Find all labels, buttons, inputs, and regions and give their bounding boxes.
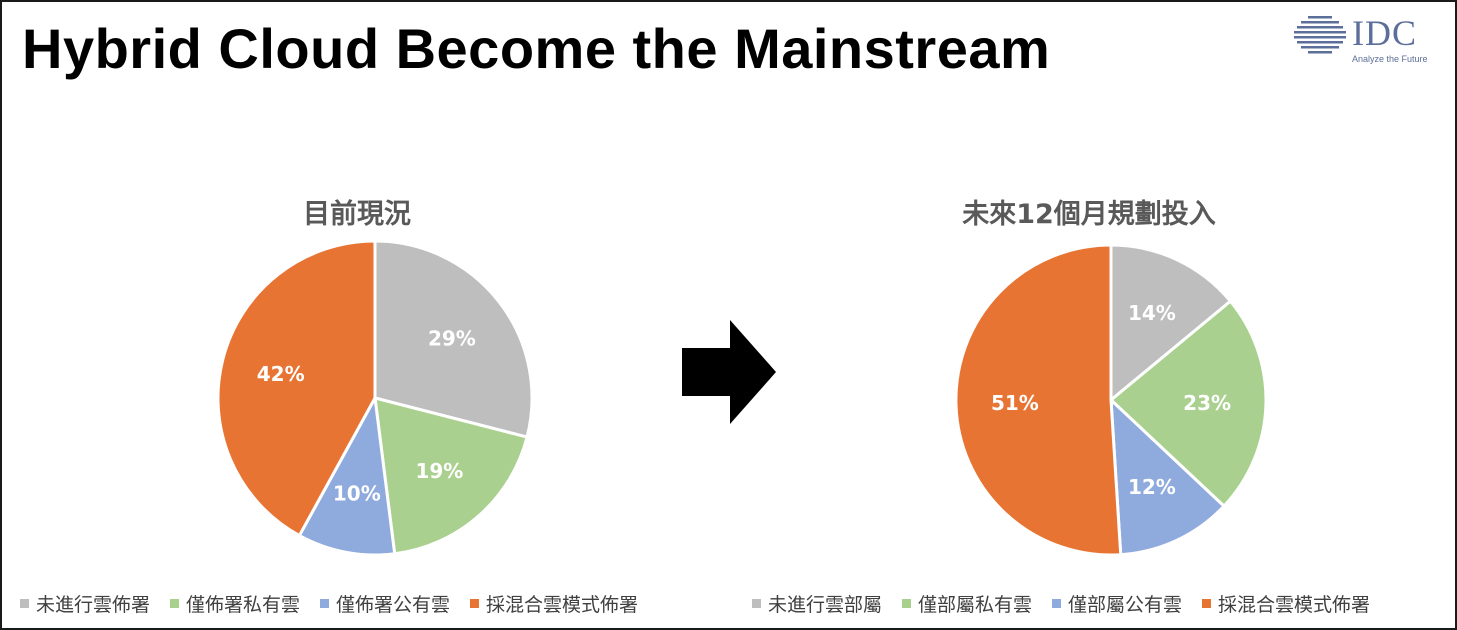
- slice-data-label: 12%: [1128, 475, 1176, 499]
- slice-data-label: 14%: [1128, 301, 1176, 325]
- slice-data-label: 51%: [991, 391, 1039, 415]
- pie-slice-0: [1109, 243, 1233, 404]
- pie-slice-2: [297, 393, 397, 557]
- legend-swatch-orange: [470, 599, 480, 608]
- legend-label: 僅佈署公有雲: [336, 594, 451, 616]
- legend-future: 未進行雲部屬 僅部屬私有雲 僅部屬公有雲 採混合雲模式佈署: [752, 590, 1370, 617]
- pie-slice-2: [1109, 396, 1227, 557]
- slice-data-label: 19%: [415, 459, 463, 483]
- legend-swatch-gray: [752, 599, 761, 608]
- pie-slice-1: [373, 395, 529, 556]
- slice-data-label: 10%: [333, 482, 381, 506]
- legend-label: 僅部屬私有雲: [918, 594, 1033, 616]
- slice-data-label: 42%: [257, 362, 305, 386]
- logo-tagline: Analyze the Future: [1352, 54, 1428, 64]
- logo-text: IDC: [1352, 13, 1417, 53]
- chart-title-current: 目前現況: [303, 199, 411, 230]
- legend-swatch-blue: [320, 599, 330, 608]
- idc-logo: IDC Analyze the Future: [1294, 13, 1444, 70]
- legend-label: 僅部屬公有雲: [1068, 594, 1183, 616]
- legend-item: 僅部屬私有雲: [902, 590, 1032, 617]
- legend-label: 採混合雲模式佈署: [1218, 594, 1371, 616]
- page-title: Hybrid Cloud Become the Mainstream: [22, 17, 1051, 80]
- legend-item: 採混合雲模式佈署: [470, 590, 638, 617]
- slice-data-label: 23%: [1183, 391, 1231, 415]
- pie-chart-current: 29% 19% 10% 42%: [216, 239, 534, 557]
- slice-data-label: 29%: [428, 326, 476, 350]
- legend-swatch-orange: [1202, 599, 1212, 608]
- pie-slice-0: [373, 239, 534, 439]
- pie-slice-3: [216, 239, 377, 538]
- legend-label: 僅佈署私有雲: [186, 594, 301, 616]
- legend-item: 僅佈署私有雲: [170, 590, 300, 617]
- legend-item: 採混合雲模式佈署: [1202, 590, 1370, 617]
- right-arrow-icon: [682, 320, 776, 424]
- pie-slice-3: [954, 243, 1123, 557]
- legend-current: 未進行雲佈署 僅佈署私有雲 僅佈署公有雲 採混合雲模式佈署: [20, 590, 638, 617]
- pie-slice-1: [1108, 299, 1268, 509]
- legend-item: 僅佈署公有雲: [320, 590, 450, 617]
- legend-swatch-green: [170, 599, 180, 608]
- legend-label: 採混合雲模式佈署: [486, 594, 639, 616]
- chart-title-future: 未來12個月規劃投入: [962, 199, 1216, 230]
- legend-label: 未進行雲佈署: [36, 594, 151, 616]
- legend-swatch-green: [902, 599, 912, 608]
- legend-swatch-blue: [1052, 599, 1062, 608]
- legend-label: 未進行雲部屬: [768, 594, 883, 616]
- legend-item: 僅部屬公有雲: [1052, 590, 1182, 617]
- pie-chart-future: 14% 23% 12% 51%: [954, 243, 1268, 557]
- globe-lines-icon: [1294, 16, 1346, 54]
- legend-swatch-gray: [20, 599, 29, 608]
- legend-item: 未進行雲佈署: [20, 590, 150, 617]
- legend-item: 未進行雲部屬: [752, 590, 882, 617]
